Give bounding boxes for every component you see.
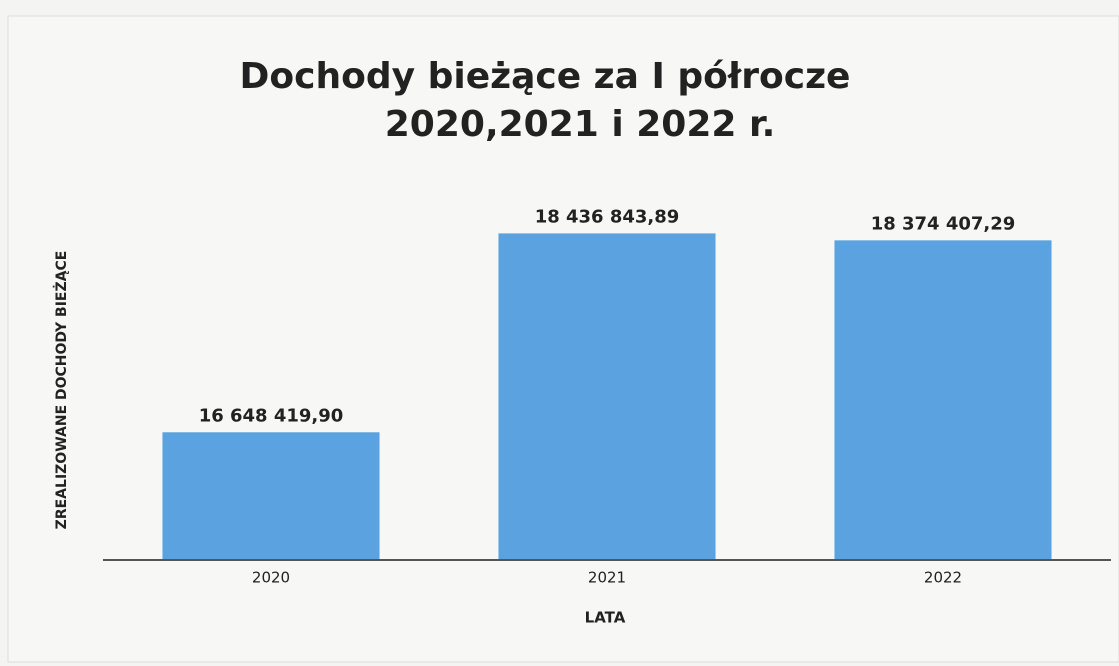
x-tick-label: 2022 <box>924 569 962 587</box>
data-label: 18 374 407,29 <box>871 213 1016 234</box>
x-axis-label: LATA <box>585 609 626 627</box>
x-tick-label: 2020 <box>252 569 290 587</box>
x-tick-label: 2021 <box>588 569 626 587</box>
data-label: 18 436 843,89 <box>535 206 680 227</box>
bar <box>162 432 380 560</box>
chart-title: Dochody bieżące za I półrocze <box>240 56 851 97</box>
data-label: 16 648 419,90 <box>199 405 344 426</box>
bar <box>834 240 1052 561</box>
chart-title: 2020,2021 i 2022 r. <box>385 104 776 145</box>
bar <box>498 233 716 560</box>
y-axis-label: ZREALIZOWANE DOCHODY BIEŻĄCE <box>53 251 70 530</box>
